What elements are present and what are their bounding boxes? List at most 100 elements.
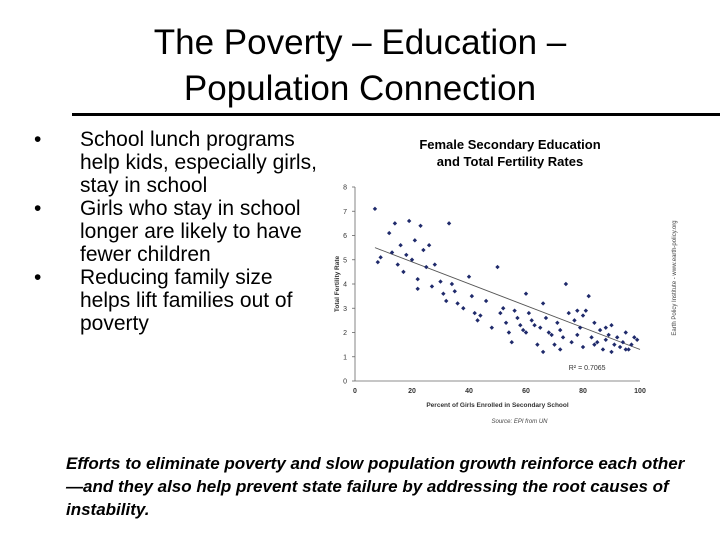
y-tick-label: 5 [343,257,347,264]
data-point [549,332,554,338]
data-point [512,308,517,313]
data-point [441,291,446,296]
data-point [387,230,392,236]
data-point [600,347,606,352]
data-point [575,332,580,338]
data-point [586,293,591,299]
data-point [603,325,608,330]
data-point [389,250,395,255]
data-point [418,223,423,228]
x-tick-label: 20 [408,388,416,395]
data-point [515,315,520,321]
y-tick-label: 0 [343,379,347,386]
data-point [569,340,574,345]
data-point [372,206,378,212]
data-point [563,281,569,287]
data-point [398,243,403,248]
slide-title-line2: Population Connection [183,69,537,108]
y-tick-label: 8 [343,185,347,192]
data-point [566,310,571,316]
data-point [572,318,577,323]
y-tick-label: 4 [343,282,347,289]
data-point [609,323,614,328]
data-point [623,347,628,352]
data-point [466,274,472,279]
data-point [426,243,432,248]
data-point [580,344,586,350]
trendline [374,247,641,350]
data-point [523,330,529,335]
data-point [518,323,523,328]
data-point [560,335,566,340]
y-tick-label: 2 [343,330,347,337]
data-point [552,342,557,347]
title-underline [72,113,720,116]
data-point [401,269,406,275]
data-point [543,315,549,321]
data-point [478,313,483,318]
data-point [583,308,589,313]
x-tick-label: 80 [579,388,587,395]
data-point [446,221,452,226]
data-point [472,310,477,316]
slide-title: The Poverty – Education – Population Con… [60,20,660,112]
x-axis-label: Percent of Girls Enrolled in Secondary S… [426,402,569,409]
data-point [495,264,500,270]
y-axis-label: Total Fertility Rate [334,256,341,313]
chart-title: Female Secondary Education and Total Fer… [325,136,695,170]
chart-title-line2: and Total Fertility Rates [436,154,584,169]
y-tick-label: 6 [343,233,347,240]
data-point [395,262,400,267]
data-point [392,221,398,226]
data-point [429,284,435,289]
data-point [540,349,546,355]
y-tick-label: 7 [343,209,347,216]
data-point [415,276,420,282]
data-point [529,318,534,323]
bullet-text: Girls who stay in school longer are like… [80,197,302,266]
data-point [432,262,437,267]
slide-title-line1: The Poverty – Education – [153,23,567,62]
data-point [617,344,623,350]
data-point [509,340,514,345]
data-point [412,238,418,243]
data-point [603,337,608,342]
data-point [503,320,509,325]
data-point [421,247,426,253]
data-point [595,340,600,345]
bullet-dot-icon: • [34,128,42,151]
data-point [501,306,506,311]
data-point [444,298,449,304]
data-point [535,342,540,347]
data-point [378,255,383,260]
data-point [597,327,603,333]
data-point [623,330,628,335]
data-point [538,325,543,330]
data-point [406,218,412,224]
data-point [449,281,455,287]
data-point [424,264,429,270]
data-point [626,347,631,352]
bullet-item: • Reducing family size helps lift familie… [28,266,318,335]
x-tick-label: 100 [634,388,646,395]
bullet-text: Reducing family size helps lift families… [80,266,293,335]
data-point [609,349,614,355]
data-point [461,306,466,311]
bullet-item: • School lunch programs help kids, especi… [28,128,318,197]
data-point [540,301,546,306]
data-point [555,320,560,325]
data-point [592,342,597,347]
data-point [520,327,526,333]
bullet-dot-icon: • [34,266,42,289]
data-point [506,330,512,335]
data-point [612,342,617,347]
y-tick-label: 1 [343,354,347,361]
data-point [523,291,529,296]
chart-title-line1: Female Secondary Education [419,137,601,152]
data-point [634,337,640,342]
bullet-text: School lunch programs help kids, especia… [80,128,317,197]
data-point [558,327,563,333]
data-point [438,279,443,284]
data-point [483,298,489,304]
